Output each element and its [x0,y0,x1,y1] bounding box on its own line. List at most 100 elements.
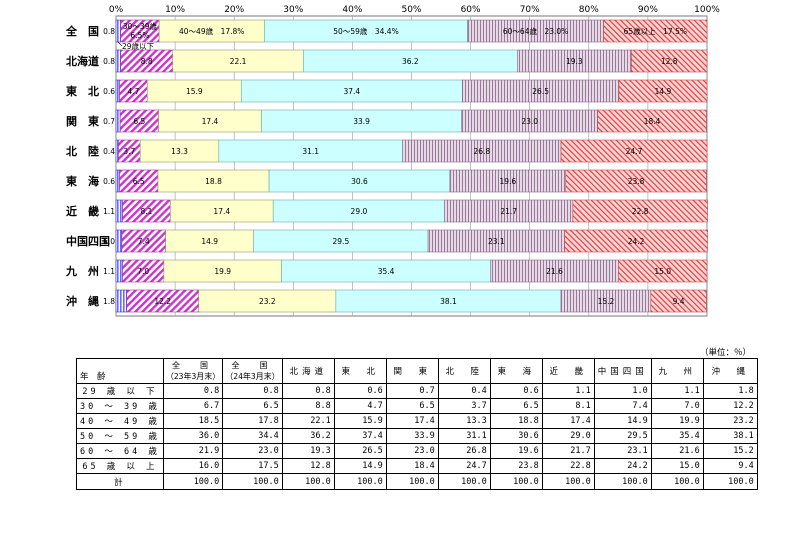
data-label: 0.6 [103,177,115,186]
bar-segment [115,229,123,253]
x-tick-label: 100% [694,5,720,15]
table-cell: 7.0 [650,398,704,414]
table-cell: 17.4 [385,413,439,429]
table-cell: 15.2 [702,443,758,459]
table-cell: 23.2 [702,413,758,429]
data-label: 6.5% [130,31,149,40]
bar-segment [572,199,708,223]
table-cell: 1.1 [650,383,704,399]
table-cell: 30.6 [489,428,543,444]
table-corner-label: 年 齢 [76,358,164,384]
row-label: 60 ～ 64 歳 [76,443,164,459]
table-cell: 15.0 [650,458,704,474]
data-label: 1.1 [103,267,115,276]
bar-segment [565,169,707,193]
table-cell: 15.9 [333,413,387,429]
data-label: 50～59歳 34.4% [333,26,398,36]
bar-segment [115,139,119,163]
data-label: 40～49歳 17.8% [179,26,244,36]
table-cell: 7.4 [593,398,652,414]
table-cell: 1.8 [702,383,758,399]
category-label: 東 北 [66,84,99,98]
table-cell: 100.0 [222,473,283,490]
table-cell: 23.8 [489,458,543,474]
table-cell: 6.5 [385,398,439,414]
table-cell: 29.5 [593,428,652,444]
category-label: 中国四国 [66,234,110,248]
table-cell: 8.1 [541,398,595,414]
data-label: 22.1 [230,57,247,66]
unit-label: （単位：％） [700,348,752,358]
data-label: 7.4 [138,237,150,246]
data-label: 8.1 [140,207,152,216]
data-label: 6.5 [133,117,145,126]
table-cell: 0.6 [333,383,387,399]
data-label: 60～64歳 23.0% [503,26,568,36]
data-label: 9.4 [673,297,685,306]
data-label: 1.0 [103,237,115,246]
table-cell: 22.8 [541,458,595,474]
bar-segment [618,79,708,103]
table-cell: 26.8 [437,443,491,459]
column-header: 東 北 [333,358,387,384]
bar-segment [597,109,707,133]
table-cell: 0.6 [489,383,543,399]
column-header: 北 陸 [437,358,491,384]
data-label: 26.5 [532,87,549,96]
column-header: 関 東 [385,358,439,384]
table-cell: 14.9 [333,458,387,474]
table-cell: 21.7 [541,443,595,459]
category-label: 全 国 [65,24,99,38]
row-label: 65 歳 以 上 [76,458,164,474]
data-label: 12.8 [661,57,678,66]
data-label: 8.8 [141,57,153,66]
bar-segment [115,79,120,103]
data-label: 31.1 [302,147,319,156]
table-cell: 100.0 [702,473,758,490]
data-label: 38.1 [440,297,457,306]
table-cell: 100.0 [162,473,224,490]
table-cell: 34.4 [222,428,283,444]
table-row: 29 歳 以 下 0.8 0.8 0.8 0.6 0.7 0.4 0.6 1.1 1.0 1.1 1.… [76,383,758,399]
table-row: 30 ～ 39 歳 6.7 6.5 8.8 4.7 6.5 3.7 6.5 8.1 7.4 7.0 1… [76,398,758,414]
bar-segment [115,19,122,43]
table-cell: 100.0 [541,473,595,490]
data-label: 0.8 [103,27,115,36]
row-label: 29 歳 以 下 [76,383,164,399]
table-cell: 100.0 [333,473,387,490]
table-cell: 21.9 [162,443,224,459]
data-label: 36.2 [402,57,419,66]
table-cell: 19.3 [281,443,335,459]
data-label: 35.4 [378,267,395,276]
table-cell: 100.0 [650,473,704,490]
data-label: 23.0 [521,117,538,126]
category-label: 北 陸 [66,144,99,158]
table-cell: 24.7 [437,458,491,474]
table-row: 60 ～ 64 歳 21.9 23.0 19.3 26.5 23.0 26.8 19.6 21.… [76,443,758,459]
data-label: 21.7 [500,207,517,216]
data-label: 17.4 [213,207,230,216]
row-label: 計 [76,473,164,490]
data-label: 1.1 [103,207,115,216]
bar-segment [564,229,708,253]
data-label: 0.8 [103,57,115,66]
table-cell: 9.4 [702,458,758,474]
table-row: 65 歳 以 上 16.0 17.5 12.8 14.9 18.4 24.7 23.8 22.8… [76,458,758,474]
table-cell: 23.0 [385,443,439,459]
x-tick-label: 20% [224,5,244,15]
data-label: 21.6 [546,267,563,276]
table-cell: 0.8 [281,383,335,399]
data-label: 18.4 [644,117,661,126]
table-cell: 100.0 [593,473,652,490]
data-label: 33.9 [353,117,370,126]
data-label: 0.6 [103,87,115,96]
data-label: 6.5 [133,177,145,186]
table-cell: 0.7 [385,383,439,399]
data-label: 23.1 [488,237,505,246]
x-tick-label: 90% [638,5,658,15]
data-label: 26.8 [473,147,490,156]
table-cell: 22.1 [281,413,335,429]
table-cell: 23.1 [593,443,652,459]
data-label: 29.5 [333,237,350,246]
table-cell: 36.2 [281,428,335,444]
